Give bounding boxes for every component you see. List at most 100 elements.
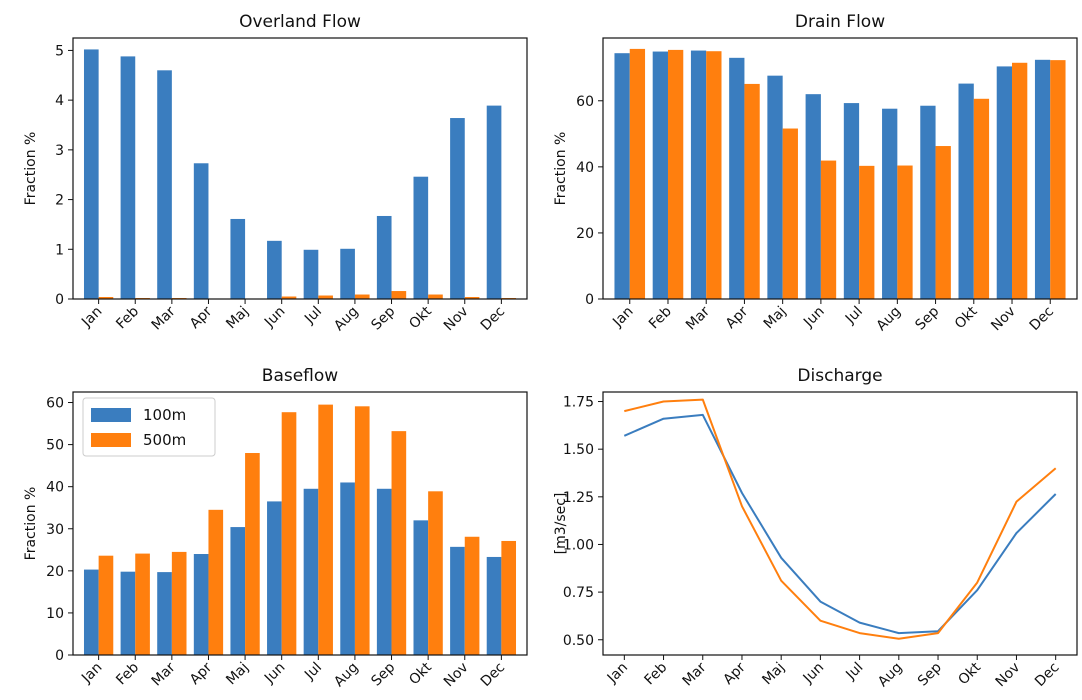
bar-500m-Sep	[391, 431, 407, 655]
bar-500m-Jul	[859, 165, 875, 299]
chart-panel-1: Overland Flow Fraction % 0 1 2 3 4 5 Jan Feb Mar Ap…	[23, 12, 528, 335]
x-tick-label: Nov	[993, 660, 1024, 691]
y-tick-label: 1	[55, 242, 64, 258]
bar-500m-Mar	[171, 551, 187, 655]
x-tick-label: Jan	[604, 660, 631, 687]
bar-500m-Aug	[897, 165, 913, 299]
x-tick-label: Sep	[915, 659, 945, 689]
bar-500m-Jan	[629, 48, 646, 300]
y-tick-label: 0	[55, 292, 64, 308]
bar-500m-Apr	[208, 509, 224, 655]
bar-100m-Okt	[413, 176, 429, 299]
x-tick-label: Nov	[441, 660, 472, 691]
bar-100m-Jun	[267, 501, 282, 655]
plot-frame	[602, 37, 1078, 300]
y-tick-label: 0	[585, 292, 594, 308]
bar-500m-Dec	[501, 540, 517, 655]
bar-100m-Jul	[303, 249, 319, 299]
x-tick-label: Nov	[441, 304, 472, 335]
x-tick-label: Sep	[368, 659, 398, 689]
x-tick-label: Mar	[683, 303, 713, 333]
bar-100m-Mar	[157, 572, 172, 655]
chart-panel-3: Baseflow Fraction % 0 10 20 30 40 50 60 Jan Feb Mar…	[23, 366, 528, 691]
bar-500m-Dec	[1050, 60, 1066, 300]
bar-500m-Apr	[744, 83, 760, 299]
bar-500m-Nov	[464, 536, 480, 655]
legend-label-500m: 500m	[143, 431, 186, 449]
bar-100m-Jul	[303, 488, 319, 655]
bar-100m-Feb	[120, 56, 136, 299]
bar-500m-Maj	[782, 128, 798, 299]
bar-100m-Maj	[230, 527, 246, 655]
x-tick-label: Okt	[406, 303, 435, 332]
x-tick-label: Maj	[223, 660, 252, 689]
bar-100m-Jul	[843, 103, 860, 299]
x-tick-label: Maj	[759, 660, 788, 689]
bar-100m-Okt	[413, 520, 429, 655]
x-tick-label: Jul	[842, 660, 866, 684]
bar-100m-Jan	[83, 569, 99, 655]
x-tick-label: Feb	[642, 659, 671, 688]
legend-label-100m: 100m	[143, 406, 186, 424]
bar-500m-Jun	[281, 412, 297, 655]
bar-500m-Aug	[354, 406, 370, 655]
chart-title: Overland Flow	[239, 12, 361, 32]
y-tick-label: 5	[55, 43, 64, 59]
bar-500m-Jun	[281, 296, 297, 299]
y-tick-label: 60	[46, 396, 64, 412]
bar-100m-Apr	[729, 57, 745, 299]
y-tick-label: 10	[46, 606, 64, 622]
chart-title: Baseflow	[262, 366, 339, 386]
plot-frame	[72, 37, 528, 300]
bar-100m-Mar	[690, 50, 707, 300]
bar-100m-Okt	[958, 83, 974, 299]
x-tick-label: Jun	[800, 304, 827, 331]
x-tick-label: Maj	[761, 304, 790, 333]
bar-100m-Mar	[157, 70, 172, 299]
plot-frame	[72, 391, 528, 656]
chart-panel-4: Discharge [m3/sec] 0.50 0.75 1.00 1.25 1.50 1.7…	[553, 366, 1078, 691]
bar-500m-Okt	[428, 491, 443, 655]
bar-100m-Dec	[486, 105, 502, 300]
y-axis-label: Fraction %	[23, 132, 39, 206]
bar-100m-Nov	[450, 546, 465, 655]
x-tick-label: Aug	[331, 660, 362, 691]
bar-100m-Aug	[882, 108, 898, 299]
bar-100m-Nov	[996, 66, 1013, 299]
bar-500m-Feb	[667, 49, 684, 299]
x-tick-label: Okt	[952, 303, 981, 332]
bar-500m-Jul	[318, 404, 333, 655]
bar-500m-Okt	[428, 294, 443, 299]
x-tick-label: Jan	[78, 660, 105, 687]
x-tick-label: Apr	[187, 659, 216, 688]
x-tick-label: Apr	[720, 659, 749, 688]
y-tick-label: 30	[46, 522, 64, 538]
y-tick-label: 4	[55, 93, 64, 109]
x-tick-label: Feb	[113, 659, 142, 688]
y-tick-label: 40	[576, 160, 594, 176]
y-tick-label: 20	[576, 226, 594, 242]
x-tick-label: Jun	[261, 660, 288, 687]
bar-100m-Aug	[340, 482, 355, 655]
bar-100m-Maj	[230, 218, 246, 299]
bar-100m-Jun	[267, 240, 282, 299]
bar-500m-Jul	[318, 295, 333, 299]
line-series-500m	[624, 398, 1057, 640]
y-tick-label: 50	[46, 438, 64, 454]
bar-500m-Mar	[706, 51, 722, 299]
x-tick-label: Dec	[1032, 660, 1062, 690]
bar-500m-Sep	[935, 146, 951, 299]
bar-500m-Jun	[820, 160, 837, 299]
x-tick-label: Apr	[723, 303, 752, 332]
x-tick-label: Mar	[680, 659, 710, 689]
x-tick-label: Jan	[609, 304, 636, 331]
bar-500m-Jan	[98, 555, 114, 655]
bar-100m-Dec	[486, 556, 502, 655]
bar-100m-Aug	[340, 248, 355, 299]
x-tick-label: Sep	[368, 303, 398, 333]
plot-frame	[602, 391, 1078, 656]
bar-100m-Jan	[614, 53, 630, 300]
legend-swatch-100m	[91, 408, 131, 422]
y-tick-label: 40	[46, 480, 64, 496]
